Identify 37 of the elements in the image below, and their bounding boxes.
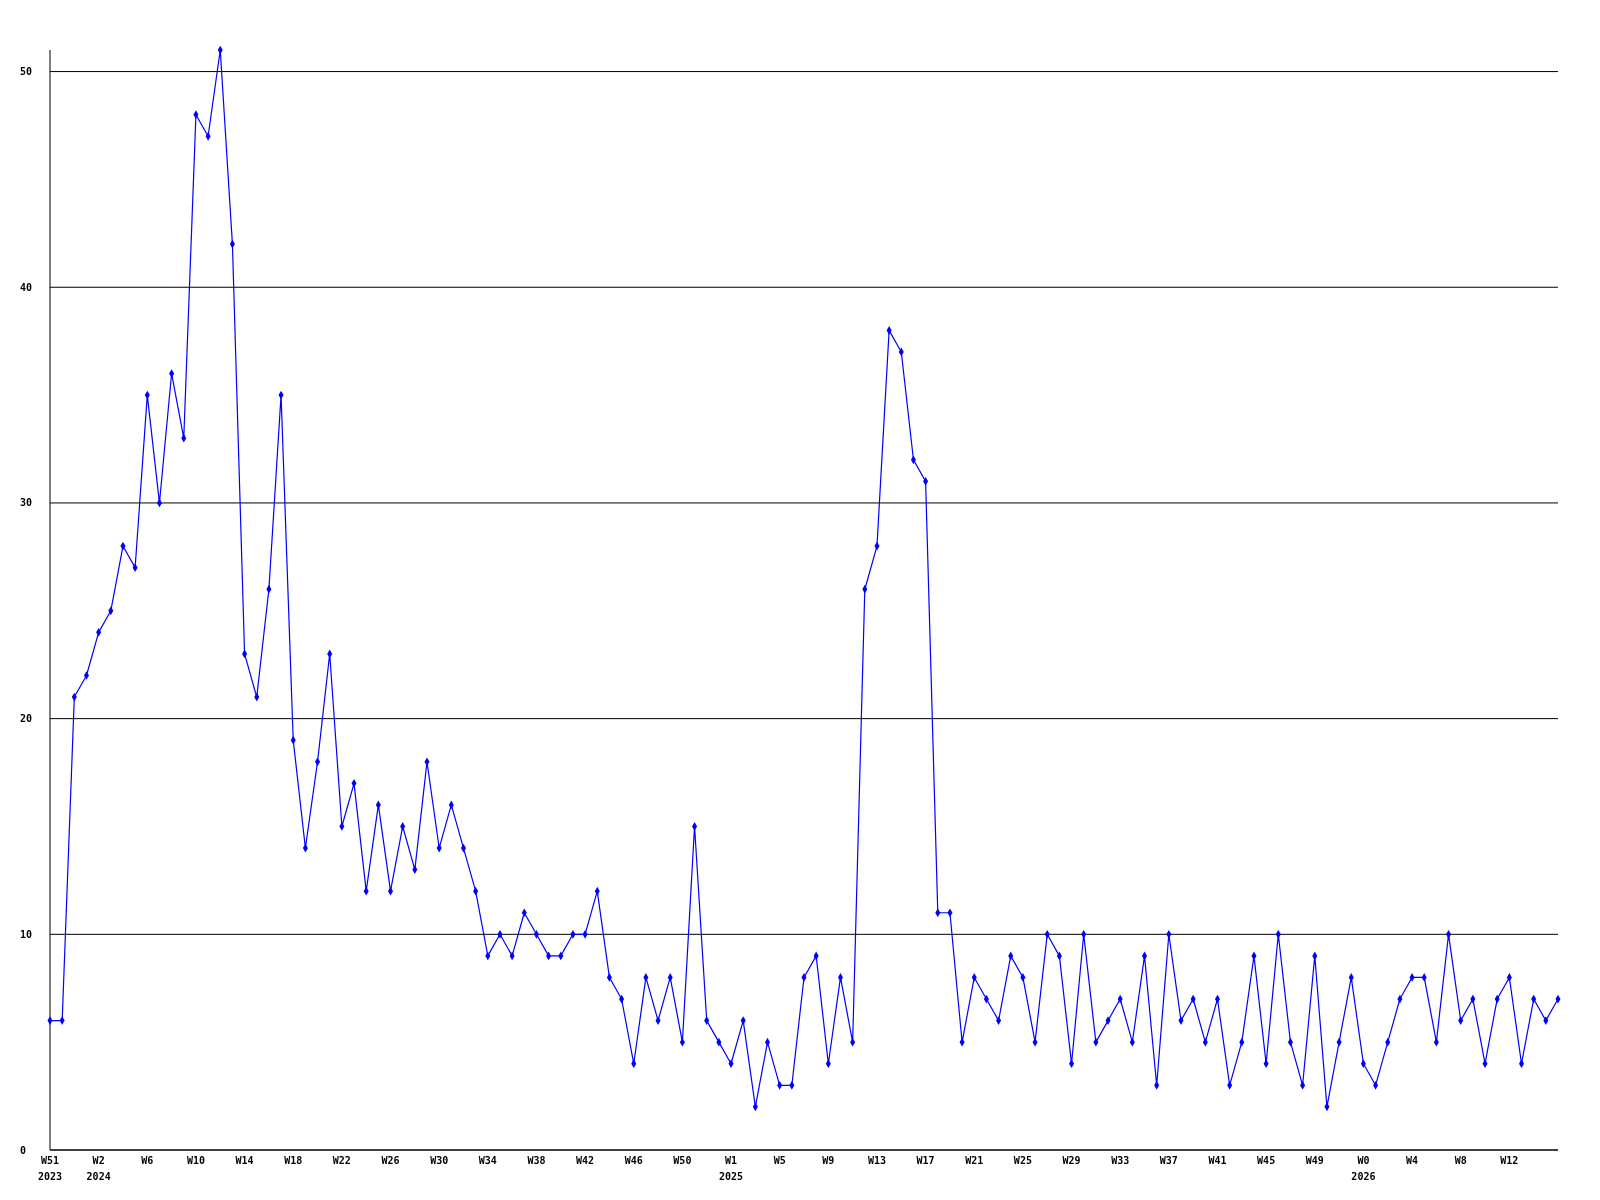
- x-tick-label: W51 2023: [37, 1155, 63, 1182]
- x-tick-label: W37: [1159, 1155, 1178, 1166]
- x-tick-label: W4: [1406, 1155, 1419, 1166]
- x-tick-label: W0 2026: [1351, 1155, 1376, 1182]
- x-tick-label: W34: [478, 1155, 497, 1166]
- x-tick-label: W5: [773, 1155, 786, 1166]
- y-tick-label: 20: [20, 713, 33, 725]
- x-tick-label: W14: [235, 1155, 254, 1166]
- y-tick-label: 30: [20, 497, 33, 509]
- y-tick-label: 50: [20, 66, 33, 78]
- x-tick-label: W12: [1500, 1155, 1519, 1166]
- x-tick-label: W13: [867, 1155, 886, 1166]
- x-tick-label: W49: [1305, 1155, 1324, 1166]
- x-tick-label: W38: [527, 1155, 546, 1166]
- x-tick-label: W21: [965, 1155, 984, 1166]
- y-tick-label: 10: [20, 928, 33, 940]
- x-tick-label: W6: [141, 1155, 154, 1166]
- x-tick-label: W46: [624, 1155, 643, 1166]
- x-tick-label: W9: [822, 1155, 835, 1166]
- x-tick-label: W1 2025: [718, 1155, 744, 1182]
- x-tick-label: W25: [1013, 1155, 1032, 1166]
- x-tick-label: W45: [1257, 1155, 1276, 1166]
- x-tick-label: W30: [430, 1155, 449, 1166]
- x-tick-label: W50: [673, 1155, 692, 1166]
- x-tick-label: W10: [186, 1155, 205, 1166]
- y-tick-label: 40: [20, 281, 33, 293]
- x-tick-label: W18: [284, 1155, 303, 1166]
- x-tick-label: W29: [1062, 1155, 1081, 1166]
- y-tick-label: 0: [20, 1144, 27, 1156]
- x-tick-label: W2 2024: [86, 1155, 111, 1182]
- x-tick-label: W26: [381, 1155, 400, 1166]
- x-tick-label: W41: [1208, 1155, 1227, 1166]
- x-tick-label: W8: [1454, 1155, 1467, 1166]
- x-tick-label: W22: [332, 1155, 351, 1166]
- x-tick-label: W17: [916, 1155, 935, 1166]
- x-tick-label: W33: [1111, 1155, 1130, 1166]
- x-tick-label: W42: [576, 1155, 595, 1166]
